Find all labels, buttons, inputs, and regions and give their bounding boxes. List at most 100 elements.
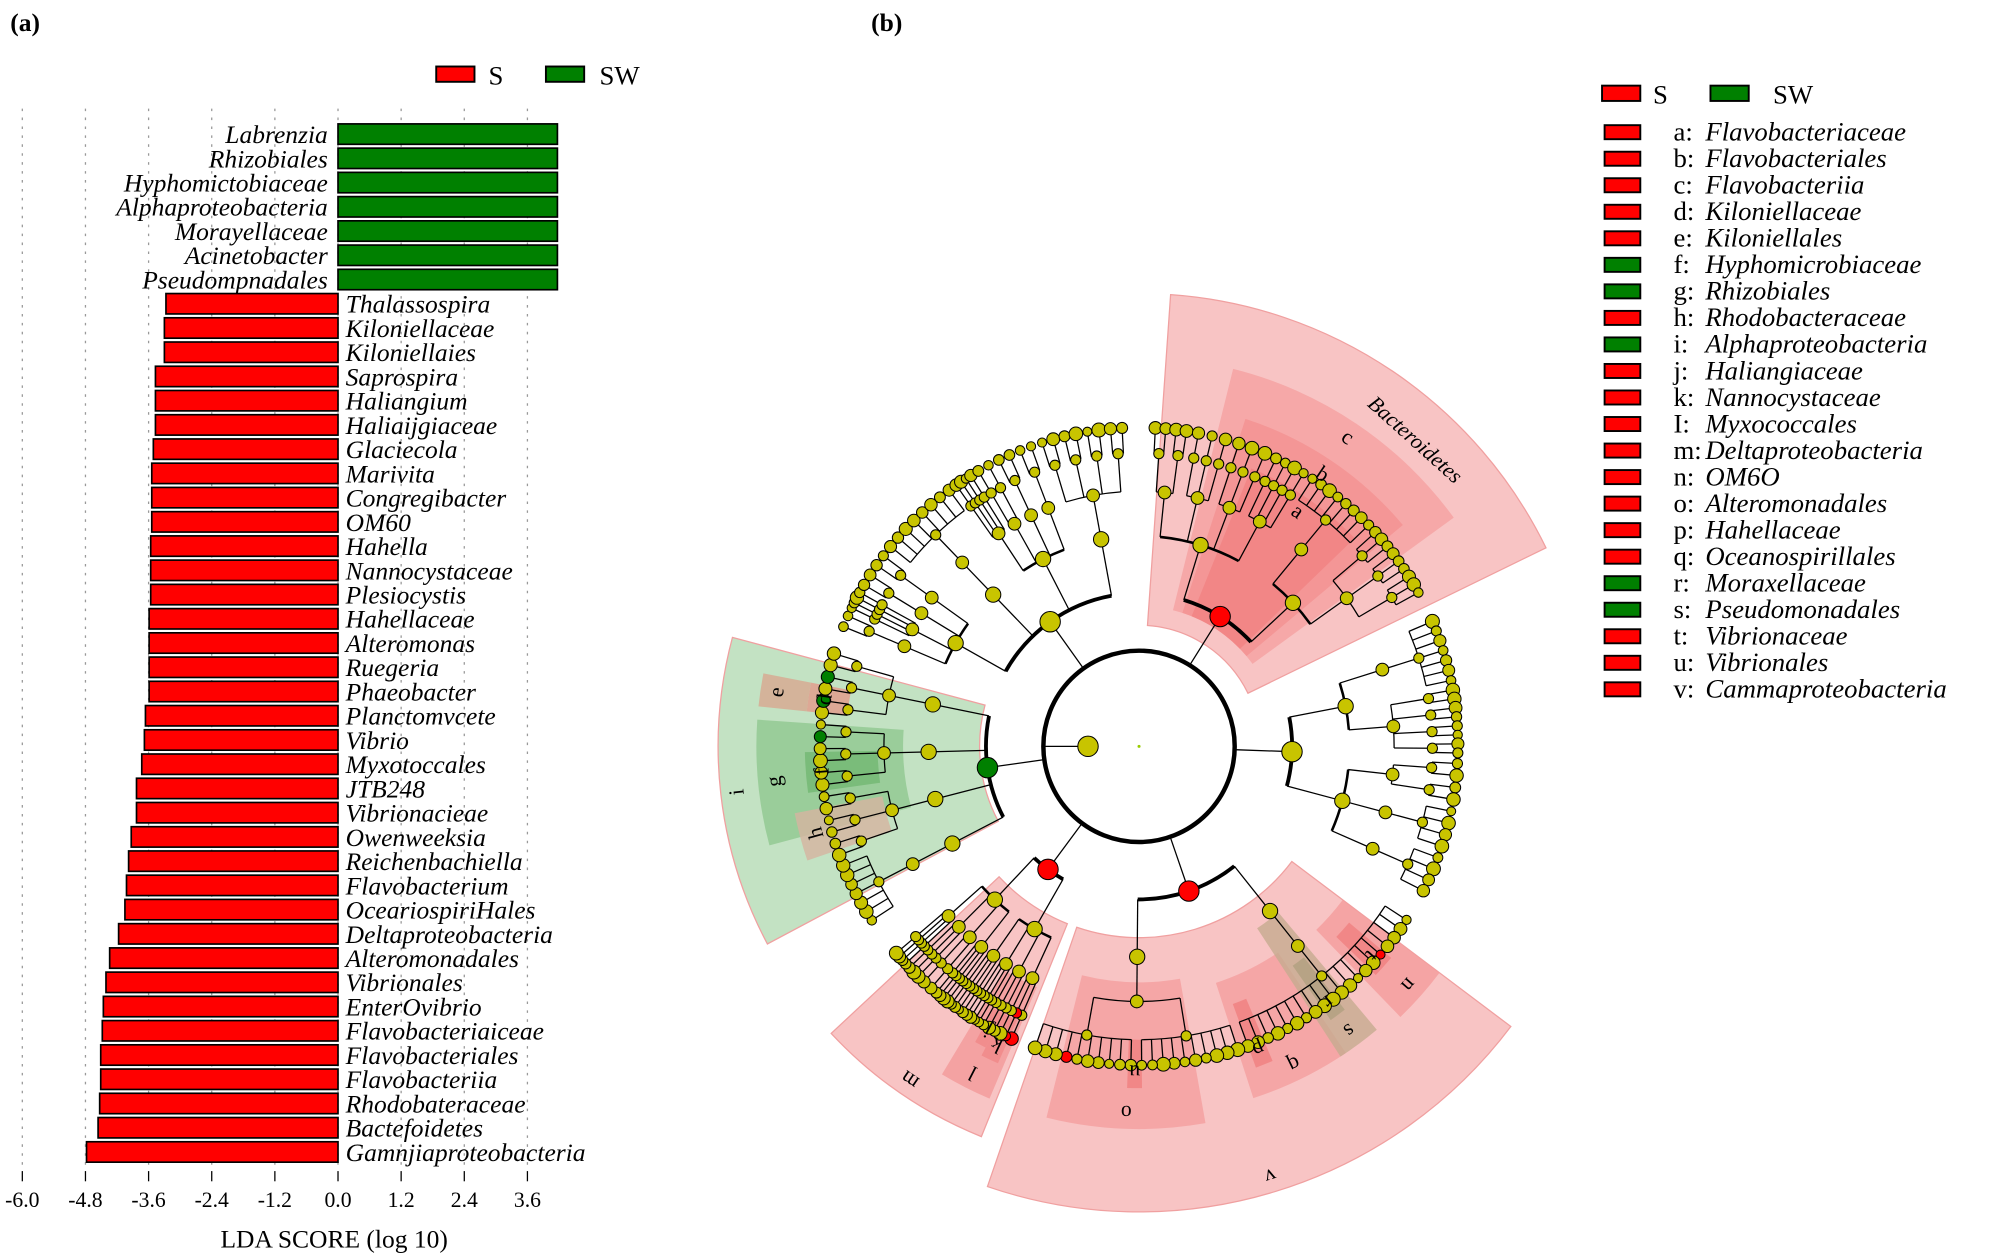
bar-sw: [337, 244, 559, 267]
clade-node: [1365, 841, 1380, 856]
clade-node: [1077, 735, 1099, 758]
clade-branch: [1393, 730, 1433, 735]
bar-s: [152, 438, 339, 461]
sector-label-g: g: [761, 775, 786, 788]
legend-name-n: OM6O: [1705, 461, 1779, 491]
bar-sw: [337, 220, 559, 243]
clade-node: [1058, 430, 1071, 443]
clade-branch: [1392, 714, 1431, 720]
bar-label: Kiloniellaies: [345, 338, 476, 367]
bar-label: EnterOvibrio: [345, 992, 482, 1021]
clade-node: [873, 876, 885, 888]
clade-node: [1209, 1048, 1225, 1063]
clade-node: [1434, 838, 1450, 854]
clade-branch: [1117, 453, 1122, 492]
clade-node: [1385, 767, 1400, 782]
sector-a: [1191, 468, 1355, 649]
clade-branch: [1286, 785, 1343, 802]
clade-node: [1129, 948, 1146, 965]
clade-node: [1026, 920, 1043, 938]
clade-node: [905, 857, 920, 872]
clade-branch: [1331, 830, 1373, 850]
clade-node: [813, 730, 827, 744]
bar-s: [108, 947, 339, 970]
legend-name-b: Flavobacteriales: [1704, 143, 1886, 173]
bar-s: [130, 825, 339, 848]
clade-node: [1103, 422, 1118, 436]
clade-node: [1037, 858, 1059, 881]
clade-node: [815, 777, 830, 792]
x-axis-label: LDA SCORE (log 10): [220, 1225, 447, 1254]
clade-node: [1080, 1054, 1095, 1068]
legend-name-v: Cammaproteobacteria: [1705, 674, 1946, 704]
clade-branch: [976, 958, 999, 992]
clade-branch: [881, 604, 916, 624]
bar-s: [105, 971, 339, 994]
clade-node: [1452, 747, 1464, 759]
clade-node: [1218, 432, 1233, 447]
legend-swatch-k: [1603, 389, 1642, 406]
legend-prefix-d: d:: [1673, 196, 1694, 226]
clade-branch: [1031, 937, 1052, 979]
clade-node: [1356, 550, 1368, 562]
legend-prefix-b: b:: [1673, 143, 1694, 173]
legend-name-r: Moraxellaceae: [1704, 568, 1866, 598]
clade-node: [819, 801, 834, 816]
legend-prefix-j: j:: [1672, 355, 1688, 385]
x-tick-label: -3.6: [131, 1188, 165, 1212]
clade-node: [1082, 426, 1093, 437]
clade-branch: [1054, 465, 1067, 503]
clade-branch: [1005, 925, 1030, 965]
legend-swatch-v: [1603, 681, 1642, 698]
clade-branch: [1262, 489, 1283, 524]
bar-s: [150, 510, 339, 533]
legend-prefix-s: s:: [1673, 594, 1691, 624]
clade-branch: [1348, 768, 1393, 776]
legend-prefix-r: r:: [1673, 568, 1689, 598]
clade-branch: [915, 911, 946, 938]
bar-label: Flavobacterium: [345, 871, 509, 900]
bar-s: [125, 874, 339, 897]
legend-prefix-n: n:: [1673, 461, 1694, 491]
sector-o: [1046, 975, 1206, 1130]
bar-label: Phaeobacter: [345, 677, 476, 706]
clade-branch: [1390, 697, 1429, 706]
clade-branch: [1034, 878, 1064, 930]
clade-node: [1200, 455, 1212, 467]
bar-label: Morayellaceae: [174, 217, 328, 246]
clade-node: [944, 835, 961, 852]
x-tick-label: -1.2: [258, 1188, 292, 1212]
clade-node: [1157, 485, 1172, 500]
legend-swatch-c: [1603, 177, 1642, 194]
clade-node: [1244, 440, 1260, 456]
legend-name-l: Myxococcales: [1704, 408, 1857, 438]
bar-s: [163, 341, 339, 364]
clade-node: [1402, 858, 1414, 870]
bar-label: Saprospira: [346, 362, 458, 391]
bar-s: [149, 559, 339, 582]
clade-node: [1237, 466, 1249, 478]
legend-swatch-g: [1603, 283, 1642, 300]
bar-label: Bactefoidetes: [346, 1114, 483, 1143]
clade-branch: [1218, 467, 1232, 505]
clade-node: [1426, 762, 1438, 774]
clade-branch: [980, 911, 1010, 948]
clade-node: [1091, 450, 1103, 462]
legend-swatch-s: [1603, 601, 1642, 618]
clade-node: [895, 569, 907, 581]
clade-node: [1334, 792, 1351, 809]
clade-node: [814, 705, 829, 720]
clade-branch: [1030, 514, 1051, 556]
clade-node: [1425, 709, 1437, 721]
bar-label: Glaciecola: [346, 435, 458, 464]
clade-node: [1025, 441, 1037, 452]
clade-node: [1046, 432, 1061, 447]
bar-s: [154, 389, 339, 412]
clade-node: [1261, 902, 1279, 920]
clade-node: [1441, 815, 1456, 831]
legend-prefix-o: o:: [1673, 488, 1694, 518]
bar-label: JTB248: [346, 774, 426, 803]
clade-node: [870, 559, 883, 572]
clade-node: [1308, 1004, 1323, 1019]
panel-label-b: (b): [871, 8, 902, 37]
